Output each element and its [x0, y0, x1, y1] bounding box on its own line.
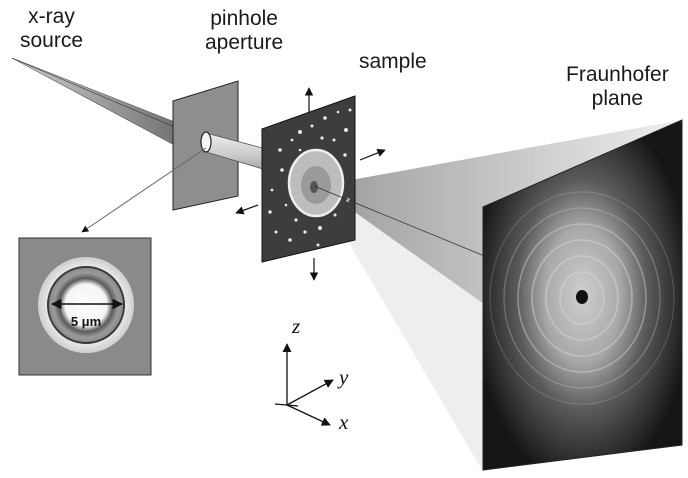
y-axis-label: y: [337, 365, 349, 389]
pinhole-opening: [200, 131, 212, 153]
origin-stub: [274, 403, 299, 407]
beam-center-mark: [310, 181, 318, 193]
diffraction-center: [576, 290, 588, 304]
pinhole-aperture-label: pinhole aperture: [205, 7, 283, 55]
scale-label: 5 μm: [71, 314, 101, 329]
z-axis-label: z: [291, 314, 300, 338]
pinhole-line1: pinhole: [210, 7, 278, 30]
y-axis: [286, 379, 334, 406]
fraunhofer-label: Fraunhofer plane: [566, 63, 669, 111]
x-axis: [286, 404, 331, 426]
pinhole-inset-aperture: [47, 266, 125, 344]
inset-pointer-line: [81, 147, 207, 233]
sample-label: sample: [359, 50, 427, 73]
pinhole-line2: aperture: [205, 31, 284, 54]
xray-beam-cone: [11, 57, 186, 149]
x-axis-label: x: [338, 410, 349, 434]
xray-source-label: x-ray source: [20, 5, 83, 53]
diffraction-rings: [489, 191, 675, 405]
xray-source-line2: source: [20, 29, 84, 52]
coordinate-axes: [274, 343, 334, 426]
arrow-right-icon: [359, 148, 386, 161]
xray-source-line1: x-ray: [28, 5, 75, 28]
fraunhofer-line2: plane: [591, 87, 644, 110]
fraunhofer-line1: Fraunhofer: [566, 63, 669, 86]
arrow-left-icon: [235, 204, 259, 215]
sample-particles: [268, 108, 352, 247]
